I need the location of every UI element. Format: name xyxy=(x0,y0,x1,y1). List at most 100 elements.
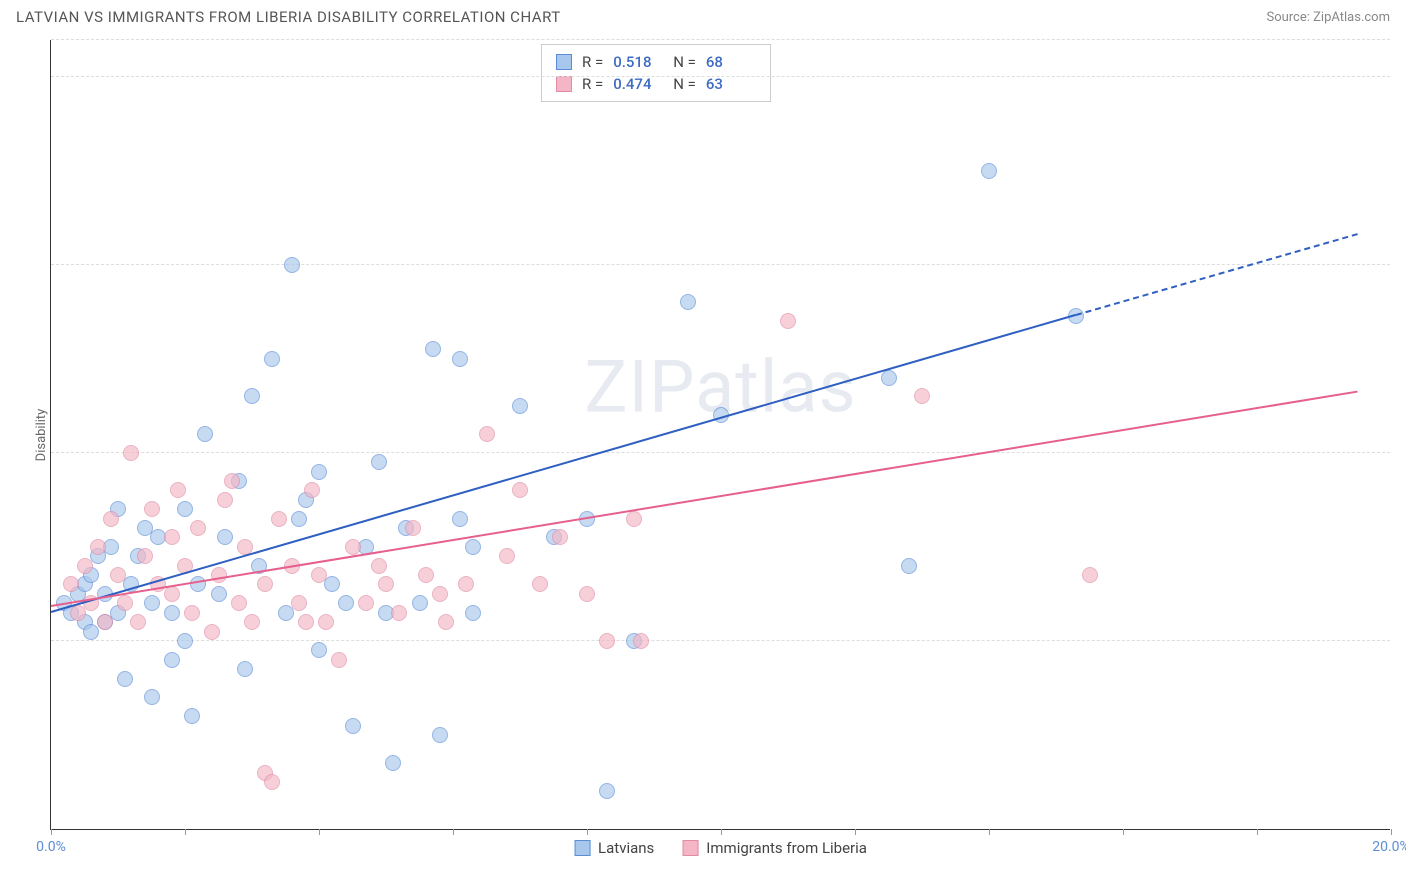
data-point xyxy=(311,464,327,480)
data-point xyxy=(103,511,119,527)
legend-swatch xyxy=(556,54,572,70)
data-point xyxy=(204,624,220,640)
data-point xyxy=(680,294,696,310)
data-point xyxy=(599,633,615,649)
data-point xyxy=(358,595,374,611)
data-point xyxy=(599,783,615,799)
data-point xyxy=(284,257,300,273)
stats-legend-box: R =0.518N =68R =0.474N =63 xyxy=(541,44,771,102)
data-point xyxy=(512,398,528,414)
data-point xyxy=(231,595,247,611)
data-point xyxy=(184,605,200,621)
data-point xyxy=(579,586,595,602)
data-point xyxy=(391,605,407,621)
data-point xyxy=(257,576,273,592)
data-point xyxy=(626,511,642,527)
data-point xyxy=(465,605,481,621)
x-tick xyxy=(1123,829,1124,835)
scatter-chart: Disability ZIPatlas R =0.518N =68R =0.47… xyxy=(50,40,1390,830)
data-point xyxy=(438,614,454,630)
grid-line xyxy=(51,76,1390,77)
data-point xyxy=(184,708,200,724)
data-point xyxy=(117,671,133,687)
data-point xyxy=(123,445,139,461)
data-point xyxy=(298,614,314,630)
data-point xyxy=(311,567,327,583)
data-point xyxy=(780,313,796,329)
legend-swatch xyxy=(556,76,572,92)
data-point xyxy=(291,511,307,527)
data-point xyxy=(901,558,917,574)
data-point xyxy=(144,501,160,517)
data-point xyxy=(211,586,227,602)
data-point xyxy=(345,718,361,734)
data-point xyxy=(318,614,334,630)
data-point xyxy=(458,576,474,592)
legend-swatch xyxy=(682,840,698,856)
data-point xyxy=(425,341,441,357)
x-tick xyxy=(319,829,320,835)
n-label: N = xyxy=(673,75,696,93)
data-point xyxy=(552,529,568,545)
data-point xyxy=(499,548,515,564)
data-point xyxy=(532,576,548,592)
data-point xyxy=(981,163,997,179)
data-point xyxy=(177,501,193,517)
legend-swatch xyxy=(574,840,590,856)
stats-legend-row: R =0.518N =68 xyxy=(556,51,756,73)
n-value: 63 xyxy=(706,75,756,93)
data-point xyxy=(371,558,387,574)
grid-line xyxy=(51,264,1390,265)
data-point xyxy=(378,576,394,592)
data-point xyxy=(432,727,448,743)
data-point xyxy=(164,529,180,545)
data-point xyxy=(217,529,233,545)
data-point xyxy=(1082,567,1098,583)
x-tick xyxy=(185,829,186,835)
grid-line xyxy=(51,640,1390,641)
x-tick xyxy=(855,829,856,835)
data-point xyxy=(224,473,240,489)
x-tick xyxy=(721,829,722,835)
data-point xyxy=(110,567,126,583)
data-point xyxy=(405,520,421,536)
data-point xyxy=(177,633,193,649)
data-point xyxy=(264,351,280,367)
data-point xyxy=(90,539,106,555)
x-tick xyxy=(587,829,588,835)
data-point xyxy=(144,689,160,705)
x-tick xyxy=(1257,829,1258,835)
data-point xyxy=(633,633,649,649)
data-point xyxy=(465,539,481,555)
n-label: N = xyxy=(673,53,696,71)
r-label: R = xyxy=(582,53,603,71)
data-point xyxy=(479,426,495,442)
source-attribution: Source: ZipAtlas.com xyxy=(1266,10,1390,25)
data-point xyxy=(291,595,307,611)
legend-label: Immigrants from Liberia xyxy=(706,839,867,857)
data-point xyxy=(63,576,79,592)
data-point xyxy=(244,614,260,630)
data-point xyxy=(311,642,327,658)
data-point xyxy=(144,595,160,611)
data-point xyxy=(77,558,93,574)
grid-line xyxy=(51,39,1390,40)
chart-title: LATVIAN VS IMMIGRANTS FROM LIBERIA DISAB… xyxy=(16,8,561,26)
data-point xyxy=(914,388,930,404)
data-point xyxy=(137,548,153,564)
data-point xyxy=(164,586,180,602)
data-point xyxy=(211,567,227,583)
data-point xyxy=(452,351,468,367)
data-point xyxy=(117,595,133,611)
legend-item: Immigrants from Liberia xyxy=(682,839,867,857)
data-point xyxy=(170,482,186,498)
data-point xyxy=(190,520,206,536)
data-point xyxy=(881,370,897,386)
data-point xyxy=(264,774,280,790)
data-point xyxy=(237,661,253,677)
data-point xyxy=(432,586,448,602)
series-legend: LatviansImmigrants from Liberia xyxy=(574,839,867,857)
data-point xyxy=(412,595,428,611)
trend-line-dashed xyxy=(1076,233,1358,316)
data-point xyxy=(130,614,146,630)
